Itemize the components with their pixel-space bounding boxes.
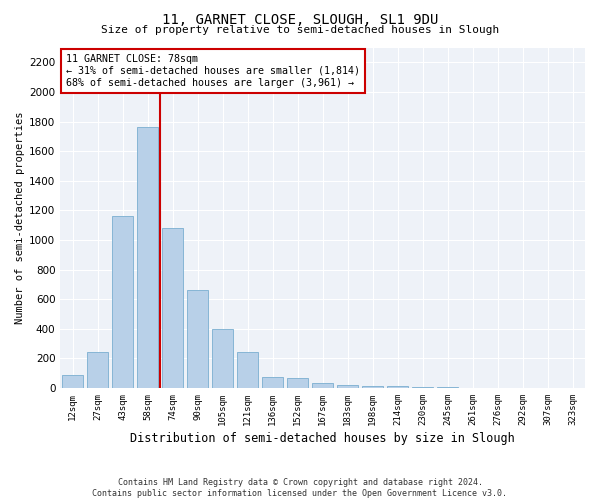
Bar <box>212 328 233 388</box>
X-axis label: Distribution of semi-detached houses by size in Slough: Distribution of semi-detached houses by … <box>130 432 515 445</box>
Bar <box>362 386 383 388</box>
Bar <box>112 216 133 388</box>
Bar <box>262 377 283 388</box>
Bar <box>337 385 358 388</box>
Bar <box>137 128 158 388</box>
Bar <box>87 352 109 388</box>
Bar <box>387 386 408 388</box>
Bar <box>287 378 308 388</box>
Y-axis label: Number of semi-detached properties: Number of semi-detached properties <box>15 112 25 324</box>
Text: 11, GARNET CLOSE, SLOUGH, SL1 9DU: 11, GARNET CLOSE, SLOUGH, SL1 9DU <box>162 12 438 26</box>
Bar <box>162 228 184 388</box>
Text: Contains HM Land Registry data © Crown copyright and database right 2024.
Contai: Contains HM Land Registry data © Crown c… <box>92 478 508 498</box>
Bar <box>312 383 333 388</box>
Text: 11 GARNET CLOSE: 78sqm
← 31% of semi-detached houses are smaller (1,814)
68% of : 11 GARNET CLOSE: 78sqm ← 31% of semi-det… <box>65 54 359 88</box>
Bar <box>187 290 208 388</box>
Bar <box>62 374 83 388</box>
Bar <box>437 387 458 388</box>
Bar <box>237 352 258 388</box>
Bar <box>412 387 433 388</box>
Text: Size of property relative to semi-detached houses in Slough: Size of property relative to semi-detach… <box>101 25 499 35</box>
